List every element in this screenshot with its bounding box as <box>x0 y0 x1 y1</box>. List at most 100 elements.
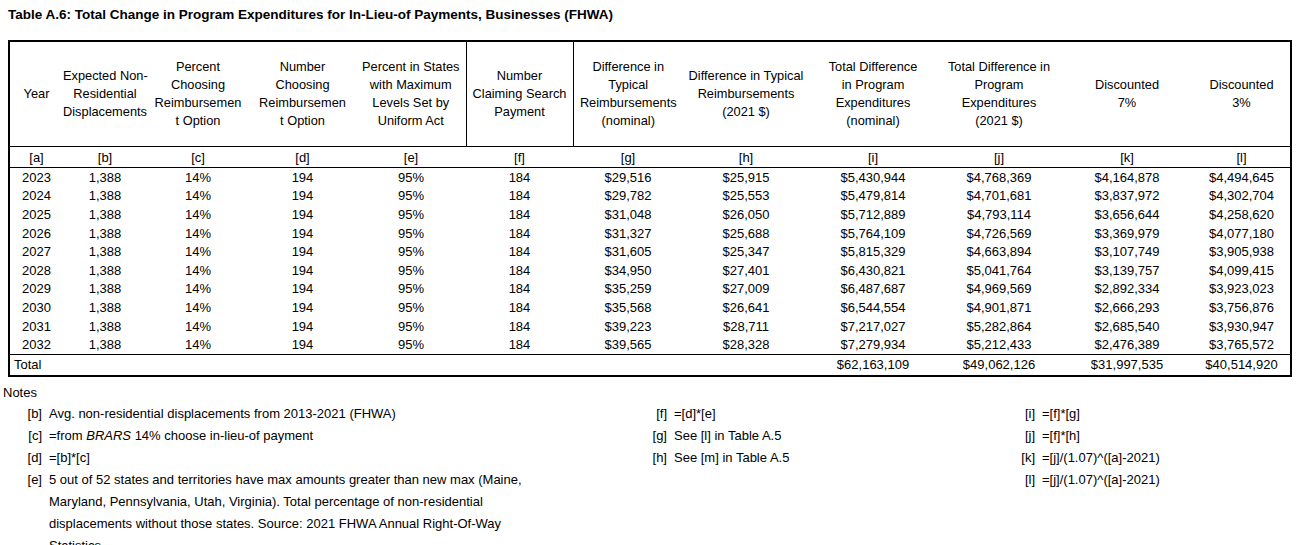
table-cell: $29,782 <box>573 187 683 206</box>
report-page: Table A.6: Total Change in Program Expen… <box>0 0 1297 545</box>
table-cell: $3,369,979 <box>1061 224 1193 243</box>
note-label: [d] <box>20 447 42 469</box>
table-cell: 95% <box>356 335 466 354</box>
table-cell: $34,950 <box>573 261 683 280</box>
table-cell: 1,388 <box>63 168 147 187</box>
table-cell: 14% <box>147 335 249 354</box>
table-cell: 184 <box>466 335 573 354</box>
note-text: See [m] in Table A.5 <box>674 447 789 469</box>
total-cell: $62,163,109 <box>809 354 937 376</box>
table-cell: 194 <box>249 317 356 336</box>
table-cell: 2031 <box>9 317 63 336</box>
table-row: 2025 1,388 14% 194 95% 184 $31,048 $26,0… <box>9 205 1291 224</box>
table-cell: $3,765,572 <box>1193 335 1291 354</box>
note-item: [f] =[d]*[e] <box>645 403 789 425</box>
header-row: Year Expected Non- Residential Displacem… <box>9 41 1291 147</box>
table-cell: $4,768,369 <box>937 168 1061 187</box>
table-cell: 1,388 <box>63 242 147 261</box>
table-cell: 1,388 <box>63 205 147 224</box>
note-text: =[d]*[e] <box>674 403 716 425</box>
note-text: =[f]*[g] <box>1042 403 1080 425</box>
table-row: 2023 1,388 14% 194 95% 184 $29,516 $25,9… <box>9 168 1291 187</box>
total-row: Total $62,163,109 $49,062,126 $31,997,53… <box>9 354 1291 376</box>
note-text: =[f]*[h] <box>1042 425 1080 447</box>
table-cell: 1,388 <box>63 187 147 206</box>
note-text: Avg. non-residential displacements from … <box>49 403 396 425</box>
table-cell: $3,930,947 <box>1193 317 1291 336</box>
total-cell <box>573 354 683 376</box>
table-cell: $7,217,027 <box>809 317 937 336</box>
table-cell: 95% <box>356 224 466 243</box>
note-label: [g] <box>645 425 667 447</box>
column-header-cell: Number Choosing Reimbursemen t Option <box>249 41 356 147</box>
expenditure-table: Year Expected Non- Residential Displacem… <box>8 40 1292 377</box>
table-cell: 184 <box>466 168 573 187</box>
table-cell: 14% <box>147 317 249 336</box>
table-cell: $5,815,329 <box>809 242 937 261</box>
column-id-cell: [j] <box>937 147 1061 168</box>
total-cell <box>249 354 356 376</box>
table-cell: $4,901,871 <box>937 298 1061 317</box>
table-cell: 2024 <box>9 187 63 206</box>
note-text: =[j]/(1.07)^([a]-2021) <box>1042 447 1160 469</box>
column-header-cell: Total Difference in Program Expenditures… <box>937 41 1061 147</box>
note-item: [l] =[j]/(1.07)^([a]-2021) <box>1013 469 1160 491</box>
table-cell: $2,892,334 <box>1061 280 1193 299</box>
column-header-cell: Expected Non- Residential Displacements <box>63 41 147 147</box>
note-item: [k] =[j]/(1.07)^([a]-2021) <box>1013 447 1160 469</box>
column-header-cell: Discounted 7% <box>1061 41 1193 147</box>
table-cell: 14% <box>147 205 249 224</box>
column-header-cell: Percent Choosing Reimbursemen t Option <box>147 41 249 147</box>
table-cell: $2,476,389 <box>1061 335 1193 354</box>
column-header-cell: Discounted 3% <box>1193 41 1291 147</box>
column-id-cell: [a] <box>9 147 63 168</box>
column-header-cell: Number Claiming Search Payment <box>466 41 573 147</box>
table-cell: $4,164,878 <box>1061 168 1193 187</box>
table-cell: 95% <box>356 187 466 206</box>
table-cell: 14% <box>147 168 249 187</box>
note-label: [f] <box>645 403 667 425</box>
table-cell: 1,388 <box>63 317 147 336</box>
table-cell: $3,107,749 <box>1061 242 1193 261</box>
table-cell: $4,099,415 <box>1193 261 1291 280</box>
column-id-cell: [b] <box>63 147 147 168</box>
table-cell: 2027 <box>9 242 63 261</box>
table-cell: 184 <box>466 317 573 336</box>
table-cell: 184 <box>466 242 573 261</box>
note-item: [j] =[f]*[h] <box>1013 425 1160 447</box>
table-cell: $6,487,687 <box>809 280 937 299</box>
table-cell: 2026 <box>9 224 63 243</box>
note-item: [d] =[b]*[c] <box>20 447 522 469</box>
table-cell: $26,050 <box>683 205 809 224</box>
note-text-italic: BRARS <box>86 428 131 443</box>
note-text: =[b]*[c] <box>49 447 90 469</box>
table-cell: $5,479,814 <box>809 187 937 206</box>
total-cell: $31,997,535 <box>1061 354 1193 376</box>
table-cell: 194 <box>249 298 356 317</box>
table-cell: $5,430,944 <box>809 168 937 187</box>
table-title: Table A.6: Total Change in Program Expen… <box>8 7 613 22</box>
table-cell: 184 <box>466 298 573 317</box>
table-cell: 95% <box>356 317 466 336</box>
table-cell: 184 <box>466 205 573 224</box>
table-cell: $25,347 <box>683 242 809 261</box>
table-cell: $29,516 <box>573 168 683 187</box>
table-cell: $5,282,864 <box>937 317 1061 336</box>
table-cell: 2032 <box>9 335 63 354</box>
table-cell: 1,388 <box>63 335 147 354</box>
notes-heading: Notes <box>3 385 37 400</box>
table-cell: $39,565 <box>573 335 683 354</box>
note-text: =from BRARS 14% choose in-lieu-of paymen… <box>49 425 313 447</box>
table-row: 2032 1,388 14% 194 95% 184 $39,565 $28,3… <box>9 335 1291 354</box>
table-cell: $39,223 <box>573 317 683 336</box>
table-cell: $3,837,972 <box>1061 187 1193 206</box>
column-id-cell: [l] <box>1193 147 1291 168</box>
table-cell: 194 <box>249 280 356 299</box>
note-text-pre: =from <box>49 428 86 443</box>
table-cell: $4,077,180 <box>1193 224 1291 243</box>
table-cell: 1,388 <box>63 280 147 299</box>
table-row: 2031 1,388 14% 194 95% 184 $39,223 $28,7… <box>9 317 1291 336</box>
column-id-cell: [c] <box>147 147 249 168</box>
column-id-cell: [k] <box>1061 147 1193 168</box>
notes-section: Notes [b] Avg. non-residential displacem… <box>0 383 1297 545</box>
